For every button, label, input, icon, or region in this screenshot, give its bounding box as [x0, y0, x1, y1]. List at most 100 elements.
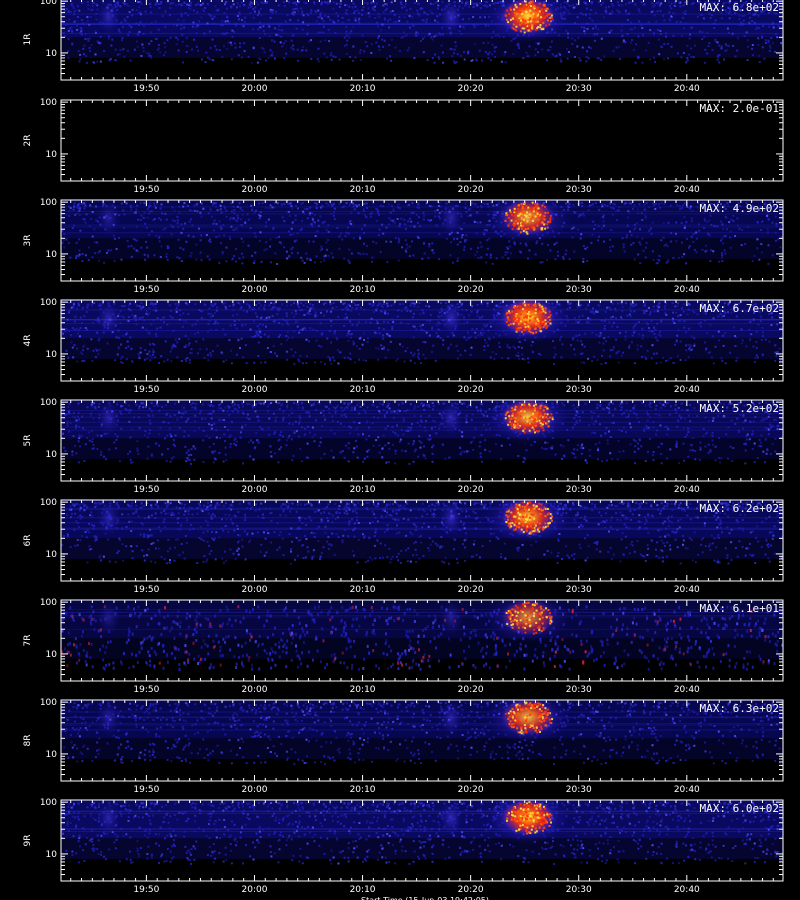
- y-tick-label: 100: [40, 298, 57, 308]
- x-tick-label: 20:00: [242, 84, 268, 94]
- x-tick-label: 20:30: [566, 585, 592, 595]
- x-tick-label: 20:10: [350, 585, 376, 595]
- plot-frame: [60, 299, 784, 382]
- x-tick-label: 20:20: [458, 485, 484, 495]
- y-tick-label: 10: [46, 850, 58, 860]
- panel-label: 1R: [23, 34, 33, 46]
- x-tick-label: 20:40: [674, 185, 700, 195]
- y-tick-label: 100: [40, 598, 57, 608]
- heatmap-5r: [61, 400, 783, 481]
- x-tick-label: 20:00: [242, 785, 268, 795]
- x-tick-label: 20:10: [350, 185, 376, 195]
- x-tick-label: 20:10: [350, 285, 376, 295]
- plot-frame: [60, 199, 784, 282]
- x-tick-label: 20:10: [350, 385, 376, 395]
- plot-frame: [60, 499, 784, 582]
- heatmap-4r: [61, 300, 783, 381]
- x-tick-label: 20:00: [242, 485, 268, 495]
- panel-label: 4R: [23, 335, 33, 347]
- max-label: MAX: 4.9e+02: [700, 202, 779, 215]
- x-tick-label: 20:00: [242, 285, 268, 295]
- x-tick-label: 20:20: [458, 185, 484, 195]
- x-tick-label: 20:00: [242, 885, 268, 895]
- y-tick-label: 10: [46, 750, 58, 760]
- x-tick-label: 20:20: [458, 685, 484, 695]
- x-tick-label: 20:30: [566, 185, 592, 195]
- plot-frame: [60, 599, 784, 682]
- heatmap-8r: [61, 700, 783, 781]
- x-tick-label: 20:20: [458, 585, 484, 595]
- x-tick-label: 19:50: [133, 585, 159, 595]
- panel-6r: 19:50 20:00 20:10 20:20 20:30 20:40 10 100 6R MAX…: [23, 498, 784, 595]
- x-tick-label: 20:20: [458, 385, 484, 395]
- x-tick-label: 20:30: [566, 785, 592, 795]
- panel-3r: 19:50 20:00 20:10 20:20 20:30 20:40 10 100 3R MAX…: [23, 198, 784, 295]
- max-label: MAX: 2.0e-01: [700, 102, 779, 115]
- x-tick-label: 20:40: [674, 385, 700, 395]
- x-tick-label: 20:30: [566, 385, 592, 395]
- x-tick-label: 20:10: [350, 685, 376, 695]
- x-tick-label: 20:20: [458, 285, 484, 295]
- max-label: MAX: 6.7e+02: [700, 302, 779, 315]
- x-tick-label: 20:20: [458, 885, 484, 895]
- y-tick-label: 10: [46, 150, 58, 160]
- heatmap-2r: [61, 100, 783, 181]
- heatmap-3r: [61, 200, 783, 281]
- panel-1r: 19:50 20:00 20:10 20:20 20:30 20:40 10 100 1R MAX…: [23, 0, 784, 94]
- x-tick-label: 20:10: [350, 885, 376, 895]
- y-tick-label: 10: [46, 250, 58, 260]
- y-tick-label: 100: [40, 698, 57, 708]
- plot-frame: [60, 399, 784, 482]
- heatmap-1r: [61, 0, 783, 80]
- y-tick-label: 100: [40, 398, 57, 408]
- y-tick-label: 10: [46, 350, 58, 360]
- plot-frame: [60, 799, 784, 882]
- panel-label: 8R: [23, 735, 33, 747]
- x-tick-label: 19:50: [133, 84, 159, 94]
- x-tick-label: 20:20: [458, 785, 484, 795]
- y-tick-label: 10: [46, 650, 58, 660]
- x-tick-label: 20:40: [674, 285, 700, 295]
- x-tick-label: 20:10: [350, 785, 376, 795]
- y-tick-label: 10: [46, 550, 58, 560]
- x-tick-label: 19:50: [133, 885, 159, 895]
- x-axis-title: Start Time (15-Jun-03 19:42:05): [361, 896, 489, 900]
- panel-label: 2R: [23, 135, 33, 147]
- x-tick-label: 19:50: [133, 485, 159, 495]
- heatmap-7r: [61, 600, 783, 681]
- x-tick-label: 20:40: [674, 585, 700, 595]
- x-tick-label: 20:30: [566, 485, 592, 495]
- y-tick-label: 100: [40, 798, 57, 808]
- plot-frame: [60, 99, 784, 182]
- x-tick-label: 19:50: [133, 285, 159, 295]
- panel-label: 6R: [23, 535, 33, 547]
- y-tick-label: 100: [40, 0, 57, 7]
- x-tick-label: 19:50: [133, 385, 159, 395]
- panel-8r: 19:50 20:00 20:10 20:20 20:30 20:40 10 100 8R MAX…: [23, 698, 784, 795]
- x-tick-label: 20:40: [674, 685, 700, 695]
- panel-5r: 19:50 20:00 20:10 20:20 20:30 20:40 10 100 5R MAX…: [23, 398, 784, 495]
- x-tick-label: 20:30: [566, 285, 592, 295]
- x-tick-label: 20:30: [566, 84, 592, 94]
- max-label: MAX: 6.8e+02: [700, 1, 779, 14]
- max-label: MAX: 6.0e+02: [700, 802, 779, 815]
- panel-label: 3R: [23, 235, 33, 247]
- x-tick-label: 20:10: [350, 485, 376, 495]
- panel-4r: 19:50 20:00 20:10 20:20 20:30 20:40 10 100 4R MAX…: [23, 298, 784, 395]
- panel-label: 9R: [23, 835, 33, 847]
- panel-2r: 19:50 20:00 20:10 20:20 20:30 20:40 10 100 2R MAX…: [23, 98, 784, 195]
- y-tick-label: 10: [46, 450, 58, 460]
- x-tick-label: 20:00: [242, 385, 268, 395]
- plot-frame: [60, 699, 784, 782]
- panel-9r: 19:50 20:00 20:10 20:20 20:30 20:40 10 100 9R MAX…: [23, 798, 784, 895]
- max-label: MAX: 6.2e+02: [700, 502, 779, 515]
- x-tick-label: 20:30: [566, 685, 592, 695]
- x-tick-label: 19:50: [133, 185, 159, 195]
- x-tick-label: 19:50: [133, 685, 159, 695]
- max-label: MAX: 6.3e+02: [700, 702, 779, 715]
- max-label: MAX: 6.1e+01: [700, 602, 779, 615]
- x-tick-label: 20:20: [458, 84, 484, 94]
- x-tick-label: 20:30: [566, 885, 592, 895]
